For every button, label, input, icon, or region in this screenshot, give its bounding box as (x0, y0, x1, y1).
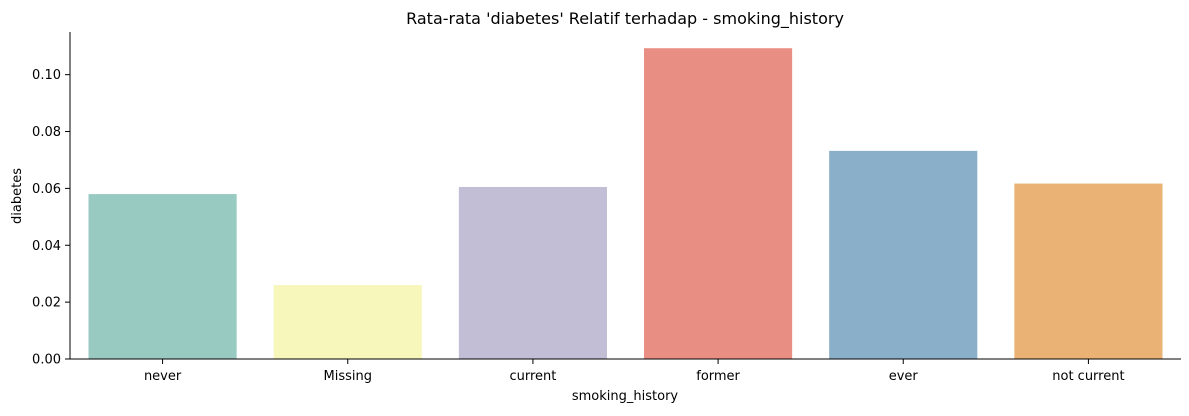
y-axis-ticks: 0.00 0.02 0.04 0.06 0.08 0.10 (32, 68, 70, 368)
x-axis-label: smoking_history (572, 389, 679, 404)
x-axis-ticks: never Missing current former ever not current (144, 359, 1125, 384)
y-axis-label: diabetes (10, 168, 25, 224)
bars-layer (88, 48, 1163, 360)
x-tick-label: ever (889, 369, 919, 384)
bar-current (458, 186, 607, 359)
bar-ever (829, 150, 978, 359)
bar-missing (273, 285, 422, 359)
x-tick-label: Missing (324, 369, 372, 384)
chart-title: Rata-rata 'diabetes' Relatif terhadap - … (406, 9, 844, 29)
y-tick-label: 0.06 (32, 182, 61, 197)
bar-never (88, 194, 237, 359)
y-tick-label: 0.04 (32, 239, 61, 254)
x-tick-label: never (144, 369, 182, 384)
x-tick-label: current (509, 369, 556, 384)
bar-former (644, 48, 793, 360)
y-tick-label: 0.02 (32, 296, 61, 311)
y-tick-label: 0.08 (32, 125, 61, 140)
bar-not-current (1014, 183, 1163, 359)
y-tick-label: 0.00 (32, 353, 61, 368)
y-tick-label: 0.10 (32, 68, 61, 83)
x-tick-label: not current (1052, 369, 1124, 384)
x-tick-label: former (696, 369, 740, 384)
